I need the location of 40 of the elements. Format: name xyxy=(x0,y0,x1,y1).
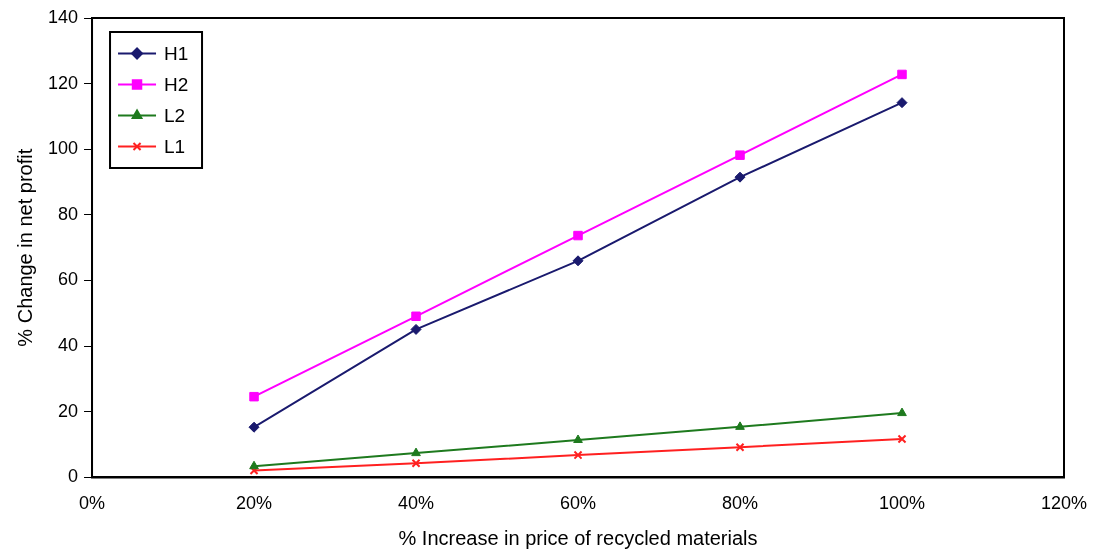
legend-label: L2 xyxy=(164,104,186,126)
point xyxy=(573,434,583,443)
point xyxy=(249,391,259,402)
y-tick-label: 60 xyxy=(58,269,79,290)
point xyxy=(573,230,583,241)
x-tick-label: 120% xyxy=(1040,493,1088,514)
point xyxy=(735,421,745,430)
x-tick-label: 60% xyxy=(560,493,597,514)
y-tick-label: 140 xyxy=(47,6,79,27)
x-tick-label: 80% xyxy=(722,493,759,514)
point xyxy=(411,311,421,322)
legend-label: H2 xyxy=(164,73,189,95)
point xyxy=(249,460,259,470)
y-tick-label: 80 xyxy=(58,203,79,224)
y-tick-label: 40 xyxy=(58,335,79,356)
x-tick-label: 40% xyxy=(398,493,435,514)
legend-label: H1 xyxy=(164,42,189,64)
x-tick-label: 100% xyxy=(878,493,926,514)
point xyxy=(734,171,746,183)
point xyxy=(897,434,907,444)
point xyxy=(411,458,421,468)
x-axis-title: % Increase in price of recycled materials xyxy=(398,526,758,549)
y-axis-title: % Change in net profit xyxy=(13,148,36,347)
point xyxy=(897,69,907,80)
x-tick-label: 20% xyxy=(236,493,273,514)
point xyxy=(897,407,907,417)
point xyxy=(896,97,908,109)
point xyxy=(573,450,583,460)
point xyxy=(248,421,260,433)
point xyxy=(735,150,745,160)
point xyxy=(410,323,422,335)
point xyxy=(735,442,745,452)
y-tick-label: 120 xyxy=(47,72,79,93)
point xyxy=(572,255,584,267)
legend-label: L1 xyxy=(164,135,186,157)
point xyxy=(411,447,421,457)
y-tick-label: 20 xyxy=(58,400,79,421)
y-tick-label: 100 xyxy=(47,138,79,159)
x-tick-label: 0% xyxy=(79,493,106,514)
y-tick-label: 0 xyxy=(68,466,79,487)
